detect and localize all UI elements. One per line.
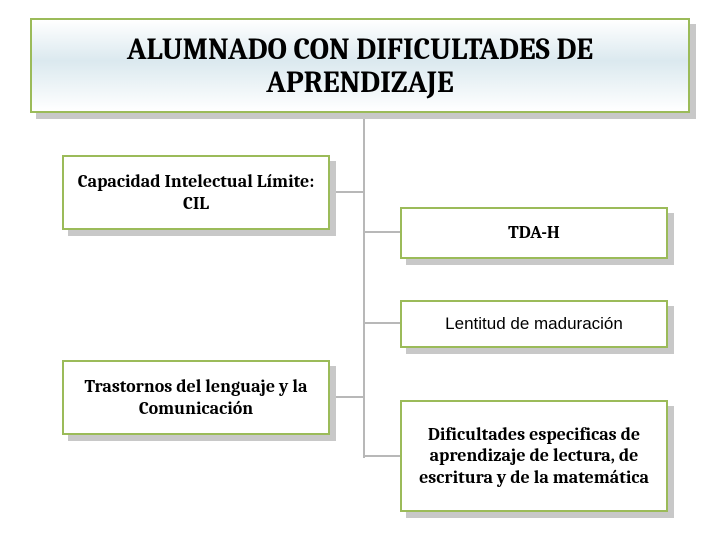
cil-text: Capacidad Intelectual Límite: CIL <box>72 171 320 214</box>
trastornos-text: Trastornos del lenguaje y la Comunicació… <box>72 376 320 419</box>
title-node: ALUMNADO CON DIFICULTADES DE APRENDIZAJE <box>30 18 690 113</box>
dificultades-node: Dificultades especificas de aprendizaje … <box>400 400 668 512</box>
title-text: ALUMNADO CON DIFICULTADES DE APRENDIZAJE <box>42 33 678 99</box>
tdah-node: TDA-H <box>400 207 668 259</box>
lentitud-node: Lentitud de maduración <box>400 300 668 348</box>
dificultades-text: Dificultades especificas de aprendizaje … <box>410 424 658 489</box>
cil-node: Capacidad Intelectual Límite: CIL <box>62 155 330 230</box>
tdah-text: TDA-H <box>508 222 560 244</box>
connector-dificultades <box>364 455 400 457</box>
connector-tdah <box>364 231 400 233</box>
lentitud-text: Lentitud de maduración <box>445 314 623 334</box>
trastornos-node: Trastornos del lenguaje y la Comunicació… <box>62 360 330 435</box>
connector-lentitud <box>364 322 400 324</box>
connector-trunk <box>363 113 365 458</box>
